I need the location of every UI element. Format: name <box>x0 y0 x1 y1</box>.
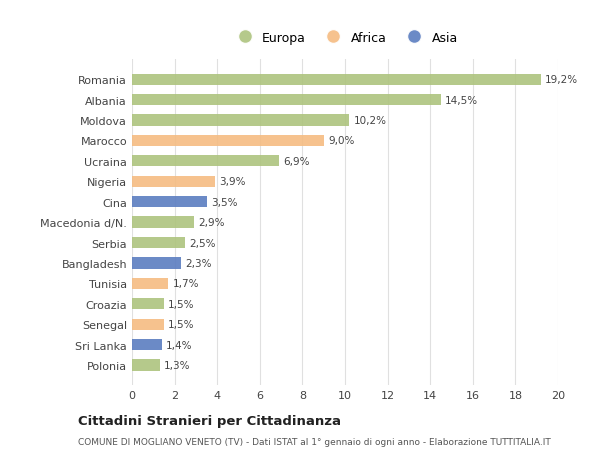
Text: 2,9%: 2,9% <box>198 218 224 228</box>
Text: 6,9%: 6,9% <box>283 157 310 167</box>
Bar <box>132 135 324 147</box>
Bar <box>132 339 162 350</box>
Bar <box>132 176 215 187</box>
Bar <box>132 319 164 330</box>
Text: 1,5%: 1,5% <box>168 319 195 330</box>
Text: 3,5%: 3,5% <box>211 197 238 207</box>
Legend: Europa, Africa, Asia: Europa, Africa, Asia <box>227 27 463 50</box>
Text: 1,5%: 1,5% <box>168 299 195 309</box>
Bar <box>132 156 279 167</box>
Text: 2,3%: 2,3% <box>185 258 212 269</box>
Bar <box>132 278 168 289</box>
Bar <box>132 359 160 371</box>
Text: 3,9%: 3,9% <box>220 177 246 187</box>
Bar <box>132 217 194 228</box>
Text: Cittadini Stranieri per Cittadinanza: Cittadini Stranieri per Cittadinanza <box>78 414 341 428</box>
Text: 19,2%: 19,2% <box>545 75 578 85</box>
Bar <box>132 95 441 106</box>
Text: 1,4%: 1,4% <box>166 340 193 350</box>
Bar <box>132 115 349 126</box>
Text: 14,5%: 14,5% <box>445 95 478 106</box>
Bar <box>132 258 181 269</box>
Text: 2,5%: 2,5% <box>190 238 216 248</box>
Bar <box>132 196 206 208</box>
Text: 1,7%: 1,7% <box>172 279 199 289</box>
Bar <box>132 237 185 249</box>
Text: COMUNE DI MOGLIANO VENETO (TV) - Dati ISTAT al 1° gennaio di ogni anno - Elabora: COMUNE DI MOGLIANO VENETO (TV) - Dati IS… <box>78 437 551 446</box>
Text: 9,0%: 9,0% <box>328 136 355 146</box>
Text: 1,3%: 1,3% <box>164 360 190 370</box>
Text: 10,2%: 10,2% <box>353 116 386 126</box>
Bar <box>132 298 164 310</box>
Bar <box>132 74 541 86</box>
